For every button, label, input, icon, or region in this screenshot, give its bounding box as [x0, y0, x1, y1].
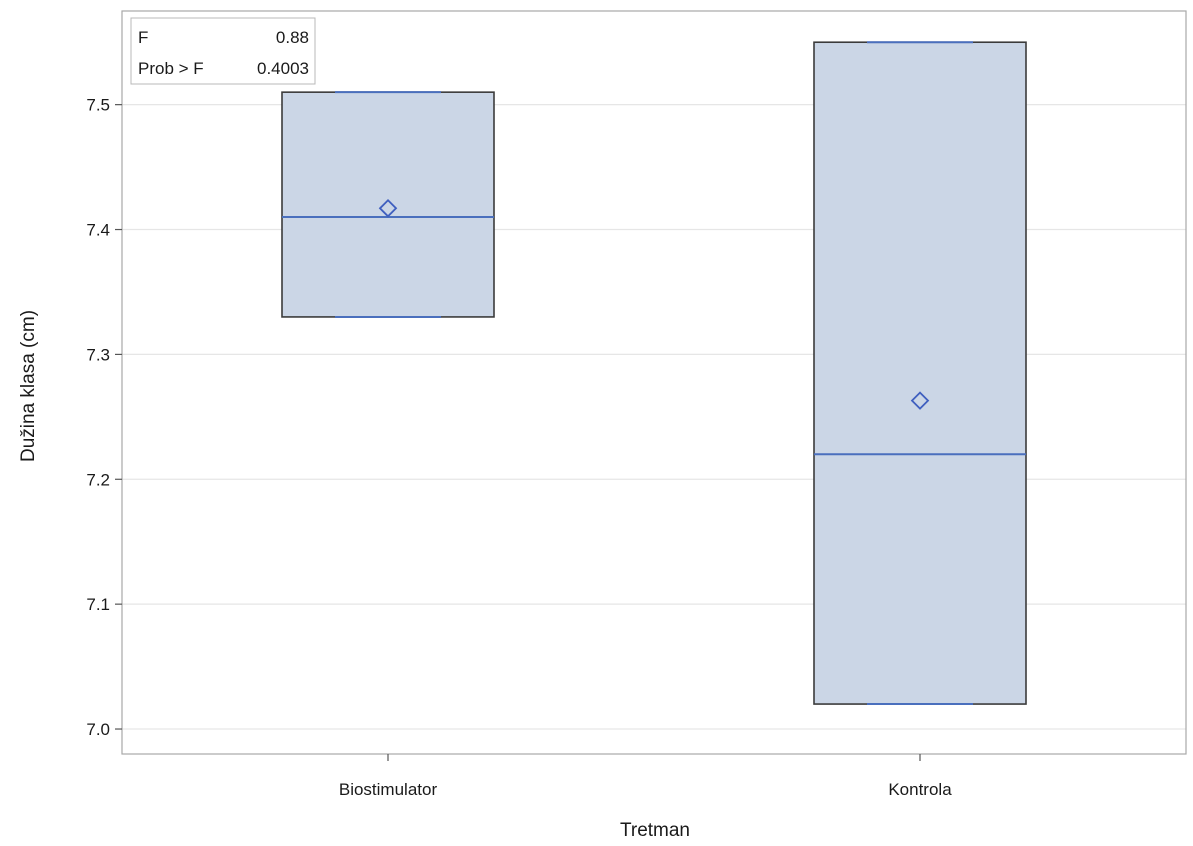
y-tick-label: 7.2 [86, 470, 110, 489]
stats-inset: F 0.88 Prob > F 0.4003 [130, 17, 316, 85]
x-tick-label: Biostimulator [339, 780, 438, 799]
x-axis-title: Tretman [620, 820, 690, 841]
stats-inset-border [130, 17, 316, 85]
box-biostimulator [281, 91, 495, 318]
y-axis-title: Dužina klasa (cm) [18, 310, 39, 462]
mean-marker [378, 199, 398, 218]
plot-frame [121, 10, 1187, 755]
x-tick-label: Kontrola [888, 780, 952, 799]
box-kontrola [813, 41, 1027, 706]
x-axis: Biostimulator Kontrola [339, 754, 952, 799]
y-tick-label: 7.3 [86, 345, 110, 364]
y-tick-label: 7.0 [86, 720, 110, 739]
boxes-layer [281, 41, 1027, 706]
y-axis: 7.0 7.1 7.2 7.3 7.4 7.5 [86, 96, 122, 739]
y-tick-label: 7.4 [86, 221, 110, 240]
stat-label-f: F [138, 28, 148, 47]
y-tick-label: 7.1 [86, 595, 110, 614]
stat-value-prob: 0.4003 [257, 59, 309, 78]
stat-label-prob: Prob > F [138, 59, 204, 78]
y-tick-label: 7.5 [86, 96, 110, 115]
stat-value-f: 0.88 [276, 28, 309, 47]
box-body [281, 91, 495, 318]
box-body [813, 41, 1027, 705]
mean-marker [910, 391, 930, 410]
